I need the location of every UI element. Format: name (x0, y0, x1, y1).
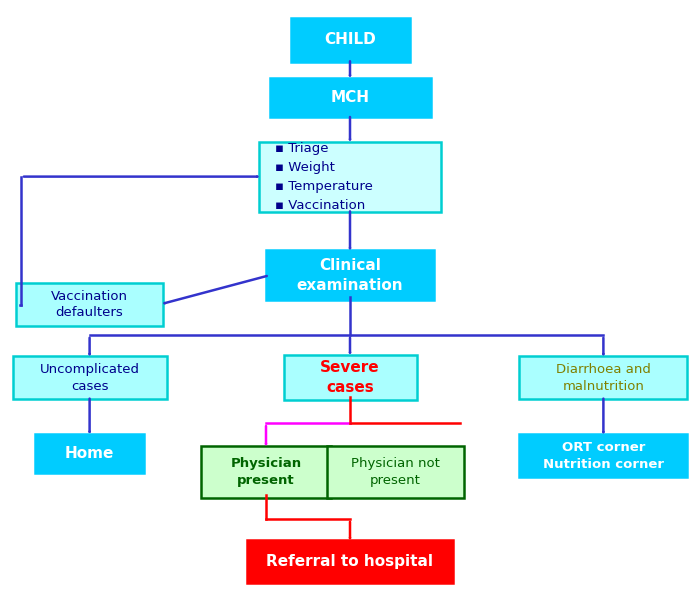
Text: Clinical
examination: Clinical examination (297, 258, 403, 293)
FancyBboxPatch shape (270, 77, 430, 117)
FancyBboxPatch shape (519, 434, 687, 477)
Text: Physician
present: Physician present (230, 457, 302, 487)
Text: Referral to hospital: Referral to hospital (267, 554, 433, 569)
FancyBboxPatch shape (284, 354, 416, 401)
Text: Diarrhoea and
malnutrition: Diarrhoea and malnutrition (556, 362, 651, 393)
Text: MCH: MCH (330, 90, 370, 105)
FancyBboxPatch shape (202, 446, 330, 498)
FancyBboxPatch shape (266, 250, 434, 300)
FancyBboxPatch shape (36, 434, 144, 474)
FancyBboxPatch shape (327, 446, 463, 498)
FancyBboxPatch shape (290, 18, 410, 62)
FancyBboxPatch shape (247, 540, 454, 583)
Text: Severe
cases: Severe cases (320, 360, 380, 395)
FancyBboxPatch shape (519, 356, 687, 399)
Text: ▪ Triage
▪ Weight
▪ Temperature
▪ Vaccination: ▪ Triage ▪ Weight ▪ Temperature ▪ Vaccin… (275, 142, 373, 211)
Text: Home: Home (65, 446, 114, 461)
Text: ORT corner
Nutrition corner: ORT corner Nutrition corner (543, 440, 664, 471)
FancyBboxPatch shape (16, 283, 163, 326)
FancyBboxPatch shape (13, 356, 167, 399)
Text: Uncomplicated
cases: Uncomplicated cases (40, 362, 139, 393)
FancyBboxPatch shape (259, 142, 441, 212)
Text: Physician not
present: Physician not present (351, 457, 440, 487)
Text: Vaccination
defaulters: Vaccination defaulters (51, 289, 128, 320)
Text: CHILD: CHILD (324, 32, 376, 47)
